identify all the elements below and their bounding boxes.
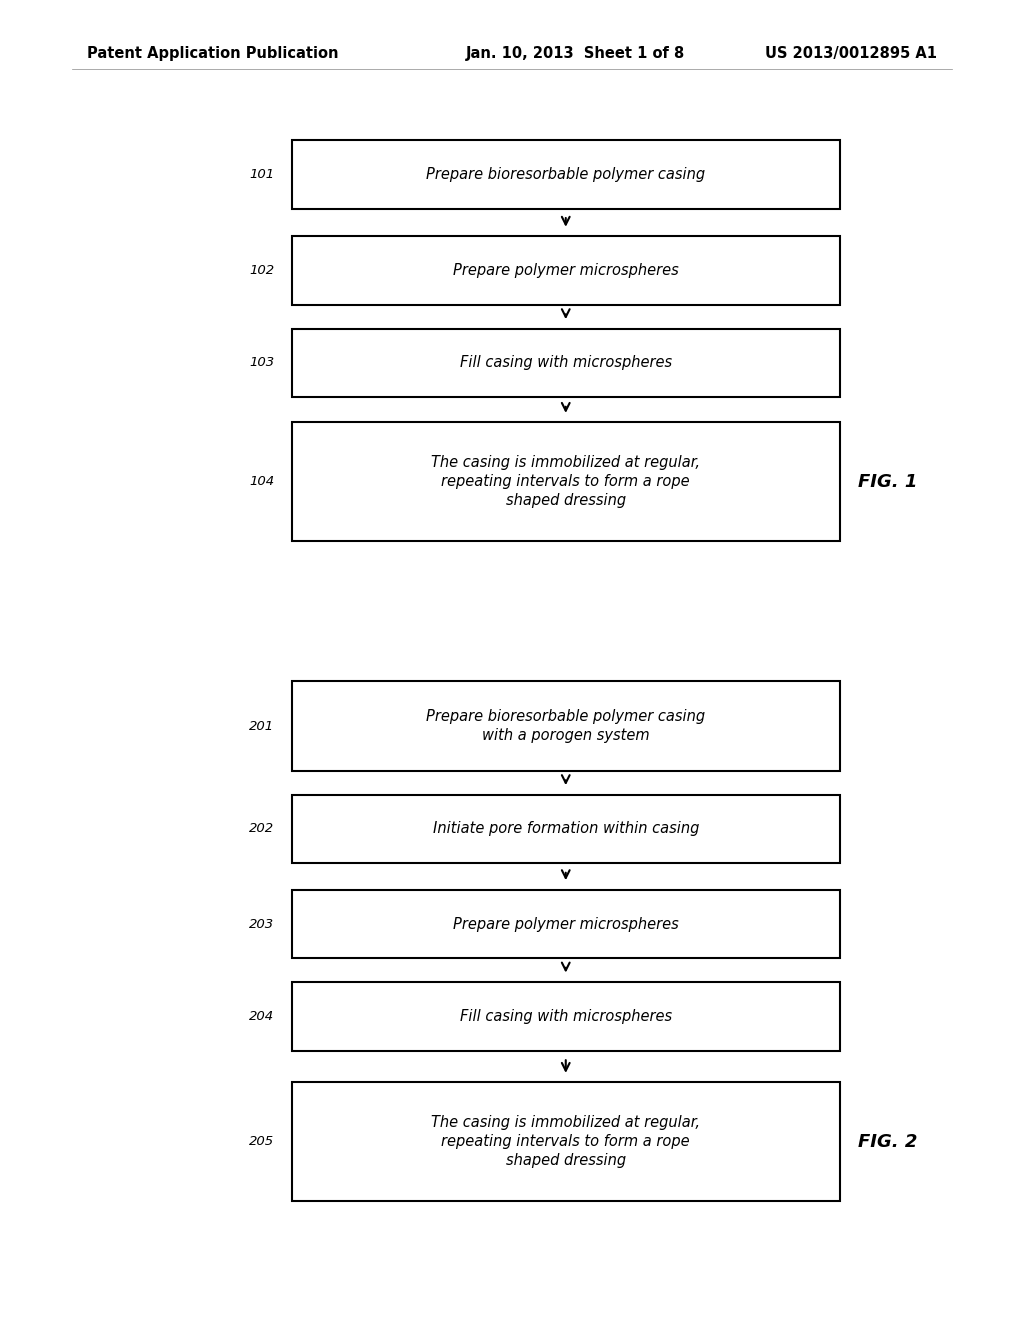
Text: Prepare polymer microspheres: Prepare polymer microspheres <box>453 263 679 279</box>
Text: 203: 203 <box>249 917 274 931</box>
Text: Prepare bioresorbable polymer casing
with a porogen system: Prepare bioresorbable polymer casing wit… <box>426 709 706 743</box>
Text: 103: 103 <box>249 356 274 370</box>
Text: FIG. 1: FIG. 1 <box>858 473 918 491</box>
Text: 205: 205 <box>249 1135 274 1148</box>
Text: Prepare polymer microspheres: Prepare polymer microspheres <box>453 916 679 932</box>
Text: Prepare bioresorbable polymer casing: Prepare bioresorbable polymer casing <box>426 166 706 182</box>
Text: FIG. 2: FIG. 2 <box>858 1133 918 1151</box>
Text: 204: 204 <box>249 1010 274 1023</box>
FancyBboxPatch shape <box>292 681 840 771</box>
FancyBboxPatch shape <box>292 236 840 305</box>
Text: 101: 101 <box>249 168 274 181</box>
Text: The casing is immobilized at regular,
repeating intervals to form a rope
shaped : The casing is immobilized at regular, re… <box>431 1115 700 1168</box>
Text: 201: 201 <box>249 719 274 733</box>
Text: 104: 104 <box>249 475 274 488</box>
Text: Patent Application Publication: Patent Application Publication <box>87 46 339 61</box>
FancyBboxPatch shape <box>292 329 840 397</box>
Text: 202: 202 <box>249 822 274 836</box>
Text: Initiate pore formation within casing: Initiate pore formation within casing <box>432 821 699 837</box>
FancyBboxPatch shape <box>292 1082 840 1201</box>
Text: The casing is immobilized at regular,
repeating intervals to form a rope
shaped : The casing is immobilized at regular, re… <box>431 455 700 508</box>
Text: US 2013/0012895 A1: US 2013/0012895 A1 <box>765 46 937 61</box>
FancyBboxPatch shape <box>292 890 840 958</box>
FancyBboxPatch shape <box>292 982 840 1051</box>
Text: Fill casing with microspheres: Fill casing with microspheres <box>460 355 672 371</box>
FancyBboxPatch shape <box>292 795 840 863</box>
Text: 102: 102 <box>249 264 274 277</box>
Text: Jan. 10, 2013  Sheet 1 of 8: Jan. 10, 2013 Sheet 1 of 8 <box>466 46 685 61</box>
FancyBboxPatch shape <box>292 140 840 209</box>
FancyBboxPatch shape <box>292 422 840 541</box>
Text: Fill casing with microspheres: Fill casing with microspheres <box>460 1008 672 1024</box>
